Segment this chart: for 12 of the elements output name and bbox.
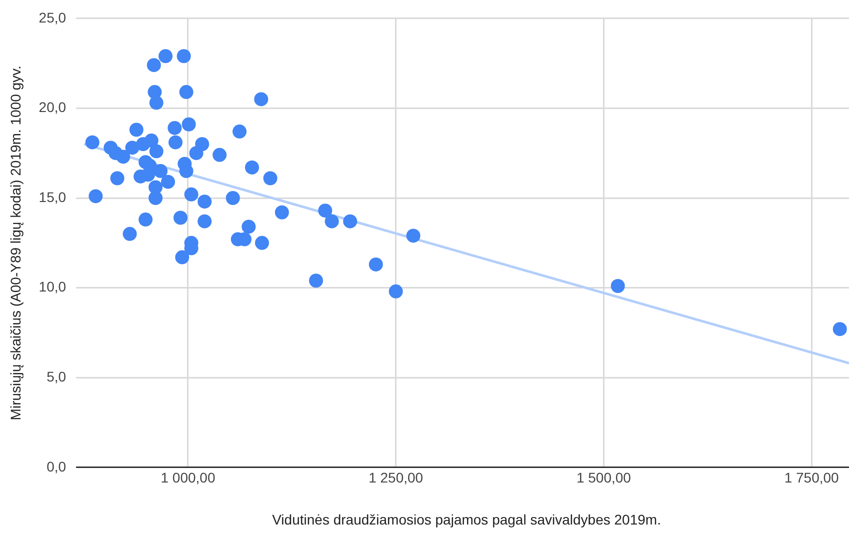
x-tick-label: 1 000,00 — [160, 470, 216, 486]
y-tick-label: 15,0 — [38, 188, 66, 205]
y-tick-label: 5,0 — [46, 368, 66, 384]
x-tick-label: 1 250,00 — [368, 470, 424, 486]
y-axis-title: Mirusiųjų skaičius (A00-Y89 ligų kodai) 2019m. 1000 gyv. — [7, 66, 24, 420]
x-axis-title: Vidutinės draudžiamosios pajamos pagal savivaldybes 2019m. — [272, 511, 661, 528]
y-tick-label: 20,0 — [38, 99, 66, 116]
x-tick-label: 1 500,00 — [576, 470, 632, 486]
y-tick-label: 0,0 — [46, 458, 66, 474]
x-tick-label: 1 750,00 — [784, 470, 840, 486]
y-tick-label: 25,0 — [38, 9, 66, 26]
y-tick-label: 10,0 — [38, 278, 66, 295]
